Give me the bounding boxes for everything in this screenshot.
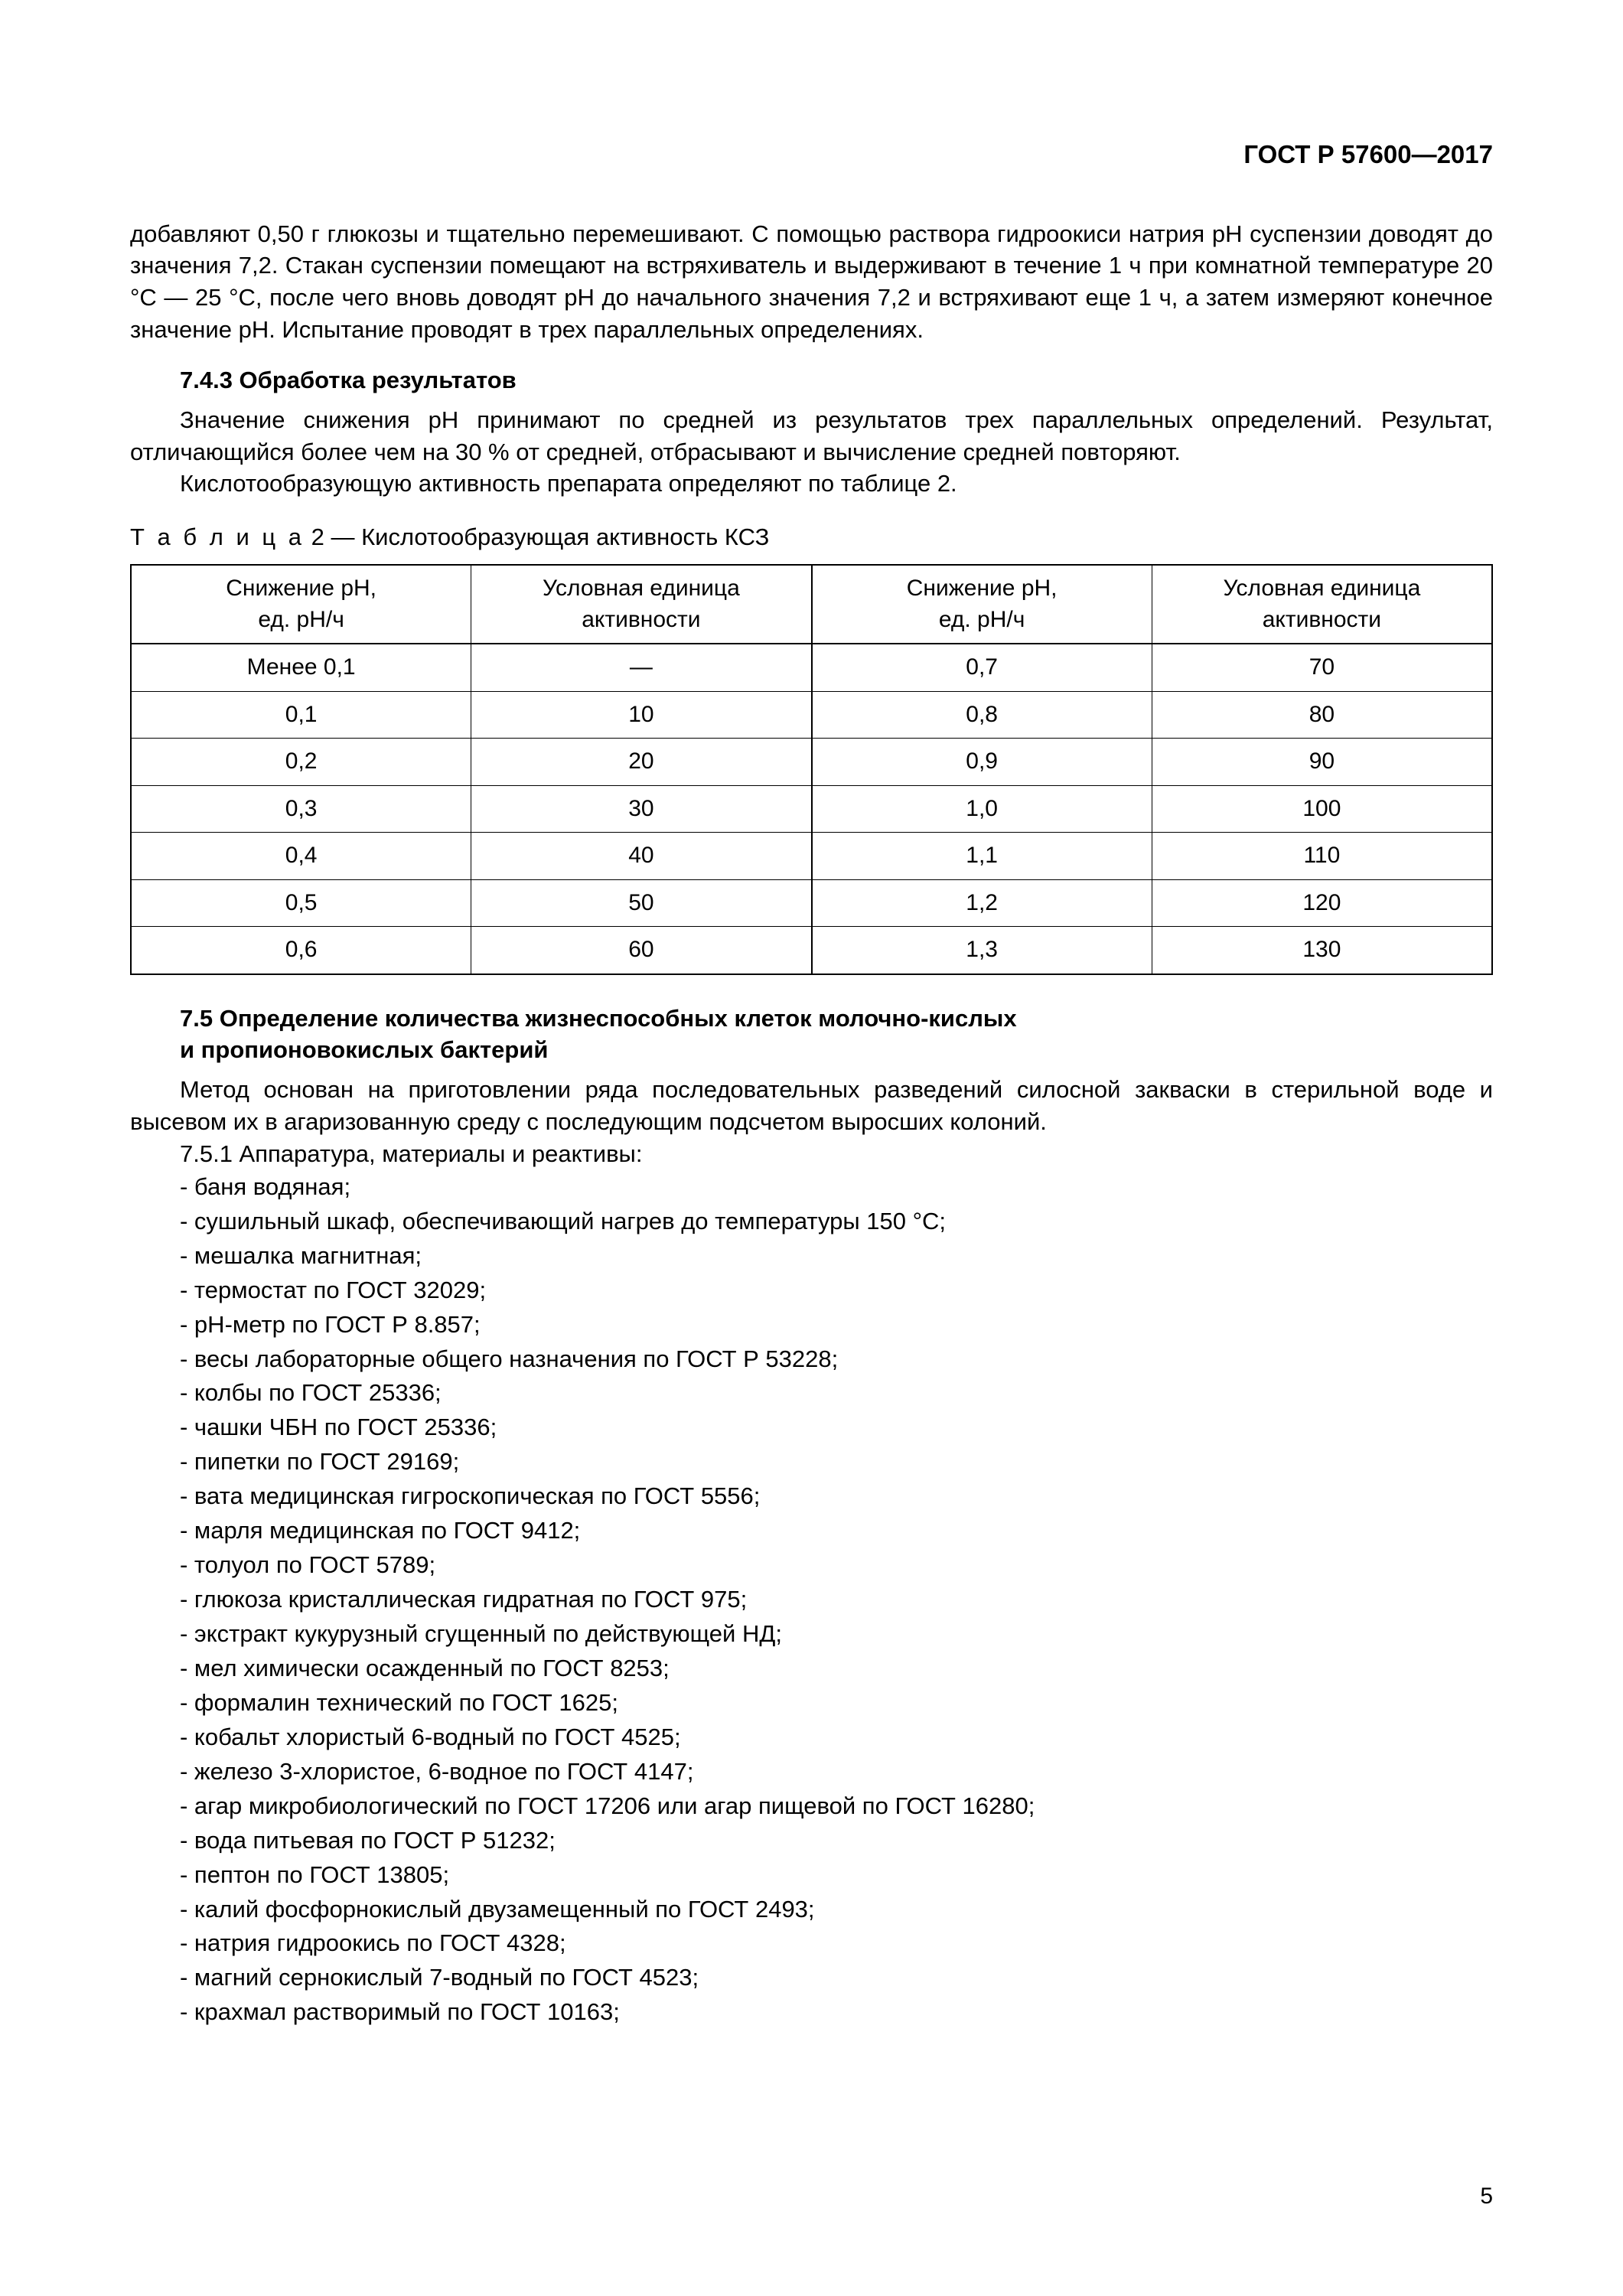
list-item: - чашки ЧБН по ГОСТ 25336; — [130, 1411, 1493, 1445]
table-cell: 90 — [1152, 739, 1492, 786]
table-cell: Менее 0,1 — [131, 644, 471, 691]
table-row: 0,3301,0100 — [131, 785, 1492, 833]
list-item: - толуол по ГОСТ 5789; — [130, 1548, 1493, 1583]
list-item: - агар микробиологический по ГОСТ 17206 … — [130, 1789, 1493, 1824]
table-cell: 0,8 — [812, 691, 1152, 739]
table-cell: 0,3 — [131, 785, 471, 833]
paragraph: Значение снижения pH принимают по средне… — [130, 404, 1493, 468]
table-header-cell: Снижение pH, ед. pH/ч — [131, 565, 471, 644]
table-cell: 50 — [471, 879, 812, 927]
table-caption-rest: 2 — Кислотообразующая активность КСЗ — [305, 523, 769, 550]
table-cell: 70 — [1152, 644, 1492, 691]
heading-line: 7.5 Определение количества жизнеспособны… — [180, 1005, 1017, 1032]
table-cell: 0,2 — [131, 739, 471, 786]
table-cell: 1,1 — [812, 833, 1152, 880]
list-item: - мешалка магнитная; — [130, 1239, 1493, 1274]
page-number: 5 — [1480, 2181, 1493, 2213]
table-cell: 0,7 — [812, 644, 1152, 691]
doc-header: ГОСТ Р 57600—2017 — [130, 138, 1493, 172]
table-cell: 20 — [471, 739, 812, 786]
table-row: 0,4401,1110 — [131, 833, 1492, 880]
list-item: - pH-метр по ГОСТ Р 8.857; — [130, 1308, 1493, 1342]
list-item: - пептон по ГОСТ 13805; — [130, 1858, 1493, 1893]
table-cell: 130 — [1152, 927, 1492, 974]
table-row: 0,1100,880 — [131, 691, 1492, 739]
paragraph: 7.5.1 Аппаратура, материалы и реактивы: — [130, 1138, 1493, 1170]
table-caption: Т а б л и ц а 2 — Кислотообразующая акти… — [130, 521, 1493, 553]
table-cell: 120 — [1152, 879, 1492, 927]
table-header-cell: Условная единица активности — [471, 565, 812, 644]
table-row: Менее 0,1—0,770 — [131, 644, 1492, 691]
list-item: - крахмал растворимый по ГОСТ 10163; — [130, 1995, 1493, 2030]
paragraph: Метод основан на приготовлении ряда посл… — [130, 1074, 1493, 1138]
table-cell: 1,2 — [812, 879, 1152, 927]
list-item: - кобальт хлористый 6-водный по ГОСТ 452… — [130, 1720, 1493, 1755]
table-2: Снижение pH, ед. pH/ч Условная единица а… — [130, 564, 1493, 975]
table-cell: 0,6 — [131, 927, 471, 974]
list-item: - калий фосфорнокислый двузамещенный по … — [130, 1893, 1493, 1927]
list-item: - марля медицинская по ГОСТ 9412; — [130, 1514, 1493, 1548]
table-cell: 80 — [1152, 691, 1492, 739]
table-cell: 0,9 — [812, 739, 1152, 786]
header-line: Условная единица — [477, 573, 804, 605]
heading-line: и пропионовокислых бактерий — [180, 1036, 548, 1063]
table-cell: 100 — [1152, 785, 1492, 833]
page: ГОСТ Р 57600—2017 добавляют 0,50 г глюко… — [0, 0, 1623, 2296]
header-line: Условная единица — [1159, 573, 1485, 605]
table-cell: 40 — [471, 833, 812, 880]
table-cell: 10 — [471, 691, 812, 739]
header-line: Снижение pH, — [138, 573, 464, 605]
list-item: - мел химически осажденный по ГОСТ 8253; — [130, 1652, 1493, 1686]
table-cell: 1,3 — [812, 927, 1152, 974]
list-item: - колбы по ГОСТ 25336; — [130, 1376, 1493, 1411]
equipment-list: - баня водяная;- сушильный шкаф, обеспеч… — [130, 1170, 1493, 2030]
table-cell: 60 — [471, 927, 812, 974]
table-cell: 1,0 — [812, 785, 1152, 833]
list-item: - весы лабораторные общего назначения по… — [130, 1342, 1493, 1377]
list-item: - натрия гидроокись по ГОСТ 4328; — [130, 1926, 1493, 1961]
header-line: ед. pH/ч — [138, 605, 464, 636]
header-line: ед. pH/ч — [819, 605, 1146, 636]
section-heading-7-4-3: 7.4.3 Обработка результатов — [180, 364, 1493, 396]
table-row: 0,5501,2120 — [131, 879, 1492, 927]
table-cell: 0,4 — [131, 833, 471, 880]
list-item: - формалин технический по ГОСТ 1625; — [130, 1686, 1493, 1720]
table-header-cell: Условная единица активности — [1152, 565, 1492, 644]
header-line: активности — [477, 605, 804, 636]
paragraph: добавляют 0,50 г глюкозы и тщательно пер… — [130, 218, 1493, 346]
table-row: 0,2200,990 — [131, 739, 1492, 786]
list-item: - баня водяная; — [130, 1170, 1493, 1205]
table-cell: 0,5 — [131, 879, 471, 927]
paragraph: Кислотообразующую активность препарата о… — [130, 468, 1493, 500]
list-item: - термостат по ГОСТ 32029; — [130, 1274, 1493, 1308]
table-cell: 30 — [471, 785, 812, 833]
table-caption-spaced: Т а б л и ц а — [130, 523, 305, 550]
list-item: - вода питьевая по ГОСТ Р 51232; — [130, 1824, 1493, 1858]
list-item: - пипетки по ГОСТ 29169; — [130, 1445, 1493, 1479]
table-header-cell: Снижение pH, ед. pH/ч — [812, 565, 1152, 644]
section-heading-7-5: 7.5 Определение количества жизнеспособны… — [180, 1003, 1493, 1067]
list-item: - вата медицинская гигроскопическая по Г… — [130, 1479, 1493, 1514]
table-header-row: Снижение pH, ед. pH/ч Условная единица а… — [131, 565, 1492, 644]
table-body: Менее 0,1—0,7700,1100,8800,2200,9900,330… — [131, 644, 1492, 974]
header-line: активности — [1159, 605, 1485, 636]
list-item: - железо 3-хлористое, 6-водное по ГОСТ 4… — [130, 1755, 1493, 1789]
list-item: - экстракт кукурузный сгущенный по дейст… — [130, 1617, 1493, 1652]
list-item: - магний сернокислый 7-водный по ГОСТ 45… — [130, 1961, 1493, 1995]
table-row: 0,6601,3130 — [131, 927, 1492, 974]
table-cell: — — [471, 644, 812, 691]
list-item: - сушильный шкаф, обеспечивающий нагрев … — [130, 1205, 1493, 1239]
table-cell: 0,1 — [131, 691, 471, 739]
table-cell: 110 — [1152, 833, 1492, 880]
header-line: Снижение pH, — [819, 573, 1146, 605]
list-item: - глюкоза кристаллическая гидратная по Г… — [130, 1583, 1493, 1617]
